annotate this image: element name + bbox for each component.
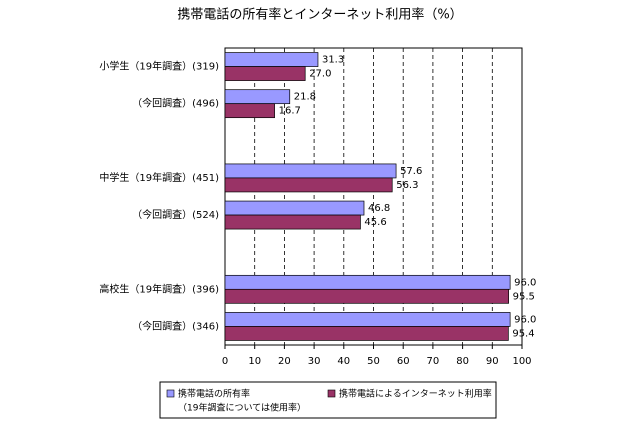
legend-label: 携帯電話の所有率 [178, 388, 250, 400]
x-tick-label: 80 [456, 356, 469, 367]
x-tick-label: 10 [248, 356, 261, 367]
legend-swatch [327, 389, 336, 398]
y-tick-label: （今回調査）(346) [132, 319, 219, 332]
legend-label: 携帯電話によるインターネット利用率 [339, 388, 492, 400]
value-label: 95.5 [513, 291, 535, 302]
y-tick-label: 中学生（19年調査）(451) [99, 171, 219, 184]
x-tick-label: 30 [308, 356, 321, 367]
x-tick-label: 40 [337, 356, 350, 367]
bar [224, 214, 361, 230]
legend-note: （19年調査については使用率） [178, 402, 306, 414]
x-tick-label: 50 [367, 356, 380, 367]
bar [224, 89, 291, 105]
x-tick-label: 90 [486, 356, 499, 367]
value-label: 31.3 [322, 55, 344, 66]
x-tick-label: 70 [427, 356, 440, 367]
value-label: 27.0 [309, 69, 331, 80]
chart-title: 携帯電話の所有率とインターネット利用率（%） [177, 7, 462, 23]
value-label: 95.4 [512, 328, 534, 339]
bar [224, 163, 397, 179]
bar [224, 66, 306, 81]
value-label: 96.0 [514, 277, 536, 288]
bar [224, 52, 319, 67]
bar [224, 288, 509, 304]
value-label: 57.6 [400, 166, 422, 177]
value-label: 16.7 [279, 106, 301, 117]
bar [224, 326, 509, 341]
bar [224, 274, 511, 290]
y-tick-label: 小学生（19年調査）(319) [99, 60, 219, 73]
bar [224, 200, 365, 216]
x-tick-label: 0 [222, 356, 228, 367]
legend-box [159, 381, 497, 419]
bar [224, 103, 275, 119]
x-tick-label: 100 [512, 356, 531, 367]
legend-swatch [166, 389, 175, 398]
bar [224, 177, 393, 193]
value-label: 46.8 [368, 203, 390, 214]
value-label: 45.6 [364, 217, 386, 228]
y-tick-label: 高校生（19年調査）(396) [99, 282, 219, 295]
y-tick-label: （今回調査）(496) [132, 97, 219, 110]
value-label: 56.3 [396, 180, 418, 191]
x-tick-label: 20 [278, 356, 291, 367]
bar [224, 312, 511, 327]
y-tick-label: （今回調査）(524) [132, 208, 219, 221]
x-tick-label: 60 [397, 356, 410, 367]
plot-frame [224, 47, 523, 346]
value-label: 21.8 [294, 92, 316, 103]
value-label: 96.0 [514, 314, 536, 325]
